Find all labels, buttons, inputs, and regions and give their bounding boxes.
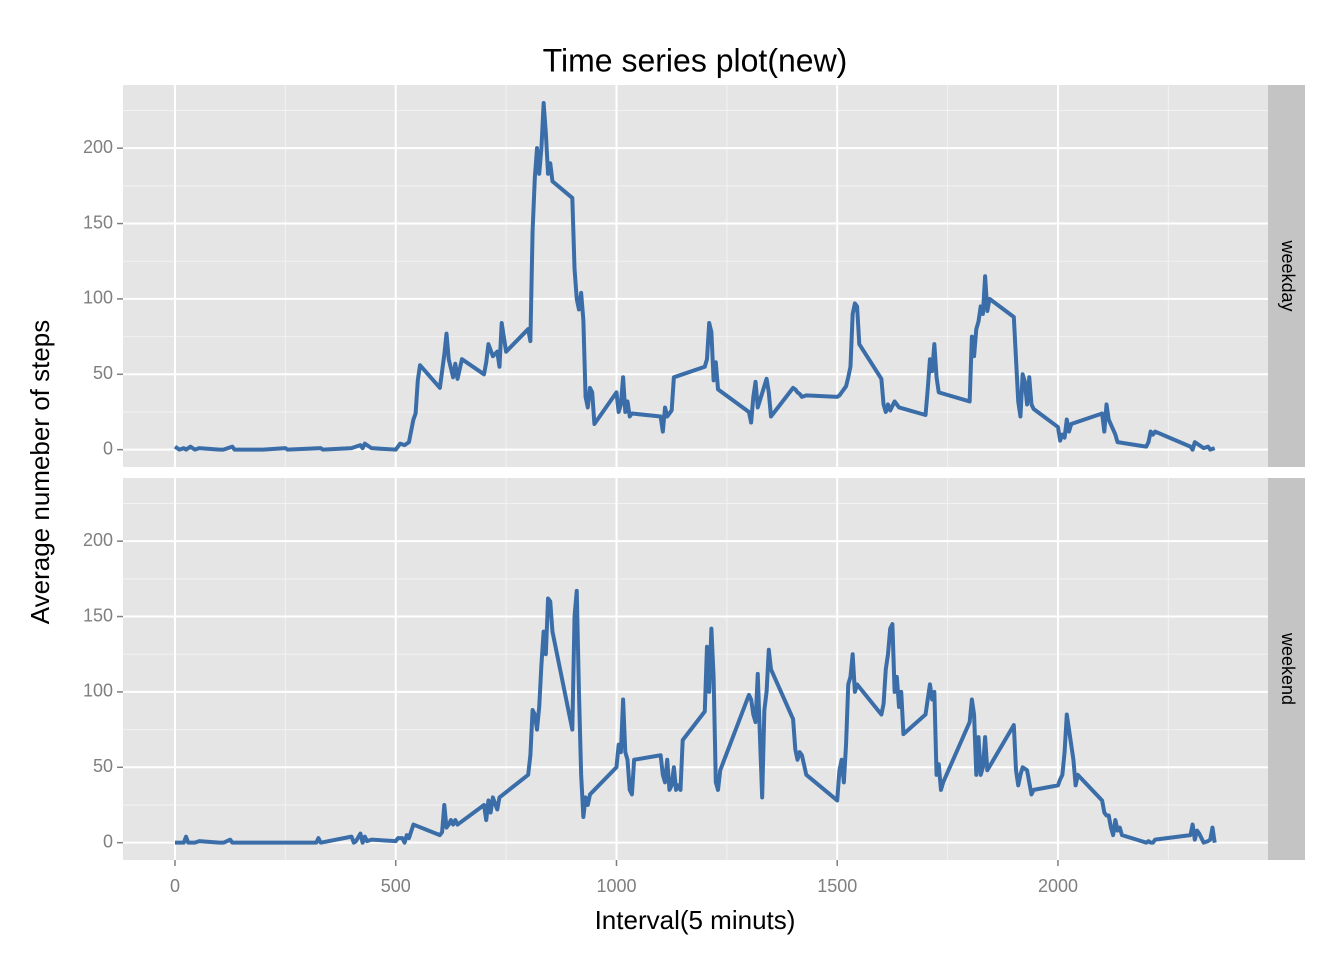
panel-background bbox=[123, 478, 1268, 860]
y-axis-label: Average numeber of steps bbox=[25, 320, 55, 624]
strip-background bbox=[1268, 85, 1305, 467]
y-tick-label: 200 bbox=[83, 137, 113, 157]
y-tick-label: 150 bbox=[83, 605, 113, 625]
y-tick-label: 0 bbox=[103, 831, 113, 851]
x-tick-label: 1500 bbox=[817, 876, 857, 896]
y-tick-label: 50 bbox=[93, 363, 113, 383]
line bbox=[174, 588, 1217, 845]
strip-label: weekend bbox=[1278, 632, 1298, 705]
strip-label: weekday bbox=[1278, 239, 1298, 311]
y-tick-label: 50 bbox=[93, 756, 113, 776]
y-tick-label: 150 bbox=[83, 212, 113, 232]
panel-background bbox=[123, 85, 1268, 467]
y-tick-label: 100 bbox=[83, 681, 113, 701]
x-tick-label: 0 bbox=[170, 876, 180, 896]
line bbox=[173, 100, 1216, 452]
strip-background bbox=[1268, 478, 1305, 860]
x-tick-label: 500 bbox=[381, 876, 411, 896]
chart-title: Time series plot(new) bbox=[543, 42, 848, 78]
y-tick-label: 100 bbox=[83, 288, 113, 308]
y-tick-label: 200 bbox=[83, 530, 113, 550]
y-tick-label: 0 bbox=[103, 438, 113, 458]
x-axis-label: Interval(5 minuts) bbox=[595, 905, 796, 935]
x-tick-label: 2000 bbox=[1038, 876, 1078, 896]
x-tick-label: 1000 bbox=[596, 876, 636, 896]
